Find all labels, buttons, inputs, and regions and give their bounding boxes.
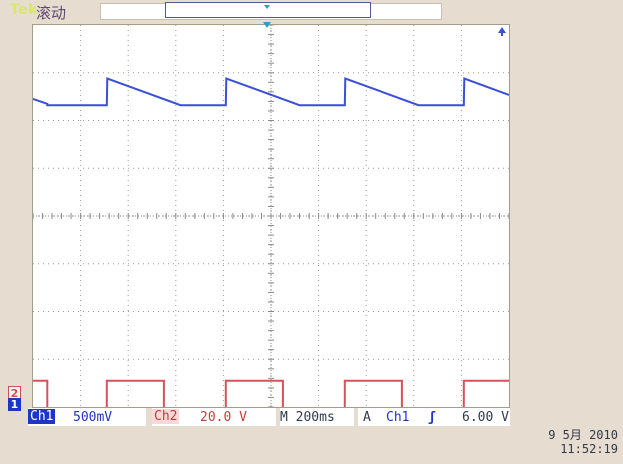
trigger-time-marker-icon: [263, 22, 271, 28]
timebase-readout: M 200ms: [280, 410, 335, 425]
acquisition-mode: 滚动: [36, 4, 67, 22]
top-bar: Tek 滚动: [0, 0, 623, 24]
ch2-trace: [33, 379, 509, 407]
ch1-ground-marker: 1: [8, 398, 21, 411]
trigger-level: 6.00 V: [462, 410, 509, 425]
ch2-scale: 20.0 V: [200, 410, 247, 425]
ch1-field-bg: [28, 408, 146, 426]
ch1-scale: 500mV: [73, 410, 113, 425]
ch1-trace: [33, 77, 509, 107]
datetime-readout: 9 5月 2010 11:52:19: [520, 428, 618, 456]
time-text: 11:52:19: [560, 442, 618, 456]
timebase-field-bg: [280, 408, 354, 426]
ch1-label[interactable]: Ch1: [28, 409, 56, 424]
waveform-plot: [33, 25, 509, 407]
rising-edge-icon: ʃ: [428, 410, 436, 425]
trigger-source: Ch1: [386, 410, 410, 425]
date-text: 9 5月 2010: [548, 428, 618, 442]
waveform-display: [32, 24, 510, 408]
record-view-window[interactable]: [165, 2, 371, 18]
status-bar: Ch1 500mV Ch2 20.0 V M 200ms A Ch1 ʃ 6.0…: [28, 408, 510, 426]
ch2-label[interactable]: Ch2: [152, 409, 180, 424]
trigger-level-stem-icon: [501, 32, 503, 36]
trigger-position-icon: [264, 5, 270, 9]
trigger-field-bg: [358, 408, 510, 426]
ch2-field-bg: [152, 408, 276, 426]
trigger-level-arrow-icon: [498, 27, 506, 33]
trigger-mode: A: [363, 410, 371, 425]
brand-logo: Tek: [10, 2, 38, 18]
